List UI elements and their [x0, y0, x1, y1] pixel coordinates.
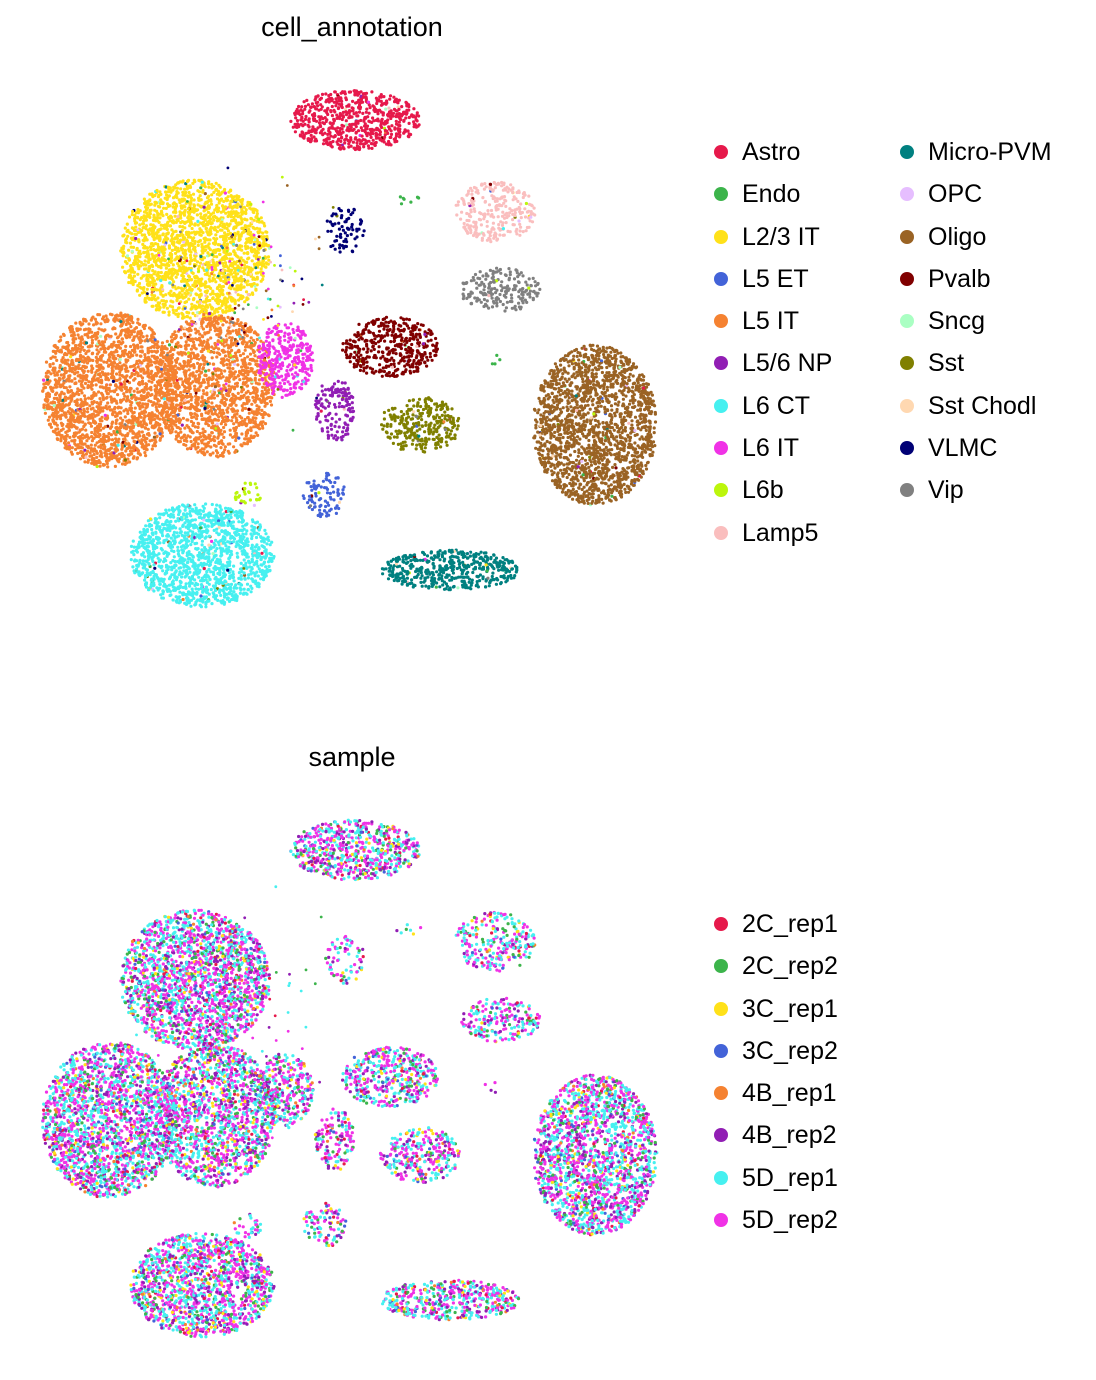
legend-label: Vip: [928, 472, 964, 508]
legend-label: 3C_rep2: [742, 1033, 838, 1069]
umap-panel-cell-annotation: cell_annotation Astro Endo L2/3 IT L5 ET L5 …: [2, 12, 1094, 609]
legend-marker: [714, 441, 728, 456]
legend-marker: [900, 314, 914, 329]
legend-label: Endo: [742, 176, 800, 212]
scatter-plot-sample: [41, 818, 659, 1339]
legend-marker: [714, 917, 728, 931]
chart-title: sample: [2, 742, 702, 773]
umap-panel-sample: sample 2C_rep1 2C_rep2 3C_rep1 3C_rep2 4B_re…: [0, 730, 1096, 1380]
legend-marker: [900, 271, 914, 286]
legend-label: 2C_rep1: [742, 906, 838, 942]
legend-label: Sst Chodl: [928, 388, 1036, 424]
legend-marker: [714, 483, 728, 498]
legend-label: L5/6 NP: [742, 345, 832, 381]
legend-marker: [900, 229, 914, 244]
legend-marker: [900, 398, 914, 413]
legend-marker: [900, 441, 914, 456]
legend-label: 2C_rep2: [742, 948, 838, 984]
chart-title: cell_annotation: [2, 12, 702, 43]
legend-label: Oligo: [928, 219, 986, 255]
scatter-plot-cell-annotation: [41, 89, 658, 609]
legend-marker: [714, 1043, 728, 1058]
legend-marker: [714, 1213, 728, 1228]
legend-marker: [714, 1170, 728, 1185]
legend-label: Sncg: [928, 303, 985, 339]
legend-label: 4B_rep1: [742, 1075, 837, 1111]
legend-marker: [714, 398, 728, 413]
legend-marker: [900, 187, 914, 202]
legend-label: 3C_rep1: [742, 991, 838, 1027]
legend-label: Pvalb: [928, 261, 991, 297]
legend-marker: [714, 959, 728, 974]
legend-marker: [900, 145, 914, 159]
legend-marker: [714, 271, 728, 286]
legend-label: L6 CT: [742, 388, 810, 424]
legend-marker: [714, 1001, 728, 1016]
legend-label: Sst: [928, 345, 964, 381]
legend-marker: [714, 356, 728, 371]
legend-marker: [714, 1128, 728, 1143]
legend-marker: [714, 314, 728, 329]
legend-marker: [714, 1086, 728, 1101]
legend-marker: [714, 525, 728, 540]
legend-label: Micro-PVM: [928, 134, 1052, 170]
legend-marker: [714, 229, 728, 244]
legend-label: OPC: [928, 176, 982, 212]
legend-label: Astro: [742, 134, 800, 170]
legend-marker: [714, 145, 728, 159]
legend-label: 5D_rep2: [742, 1202, 838, 1238]
legend-label: 4B_rep2: [742, 1117, 837, 1153]
legend-label: L5 IT: [742, 303, 799, 339]
legend-marker: [900, 483, 914, 498]
legend-marker: [714, 187, 728, 202]
legend-label: VLMC: [928, 430, 997, 466]
legend-label: L6b: [742, 472, 784, 508]
legend-label: L5 ET: [742, 261, 809, 297]
legend-label: 5D_rep1: [742, 1160, 838, 1196]
legend-marker: [900, 356, 914, 371]
legend-label: L6 IT: [742, 430, 799, 466]
legend-cell-annotation: Astro Endo L2/3 IT L5 ET L5 IT L5/6 NP L6 CT L6…: [714, 134, 1094, 574]
legend-label: L2/3 IT: [742, 219, 820, 255]
legend-label: Lamp5: [742, 515, 818, 551]
legend-sample: 2C_rep1 2C_rep2 3C_rep1 3C_rep2 4B_rep1 4B_re…: [714, 906, 1094, 1266]
